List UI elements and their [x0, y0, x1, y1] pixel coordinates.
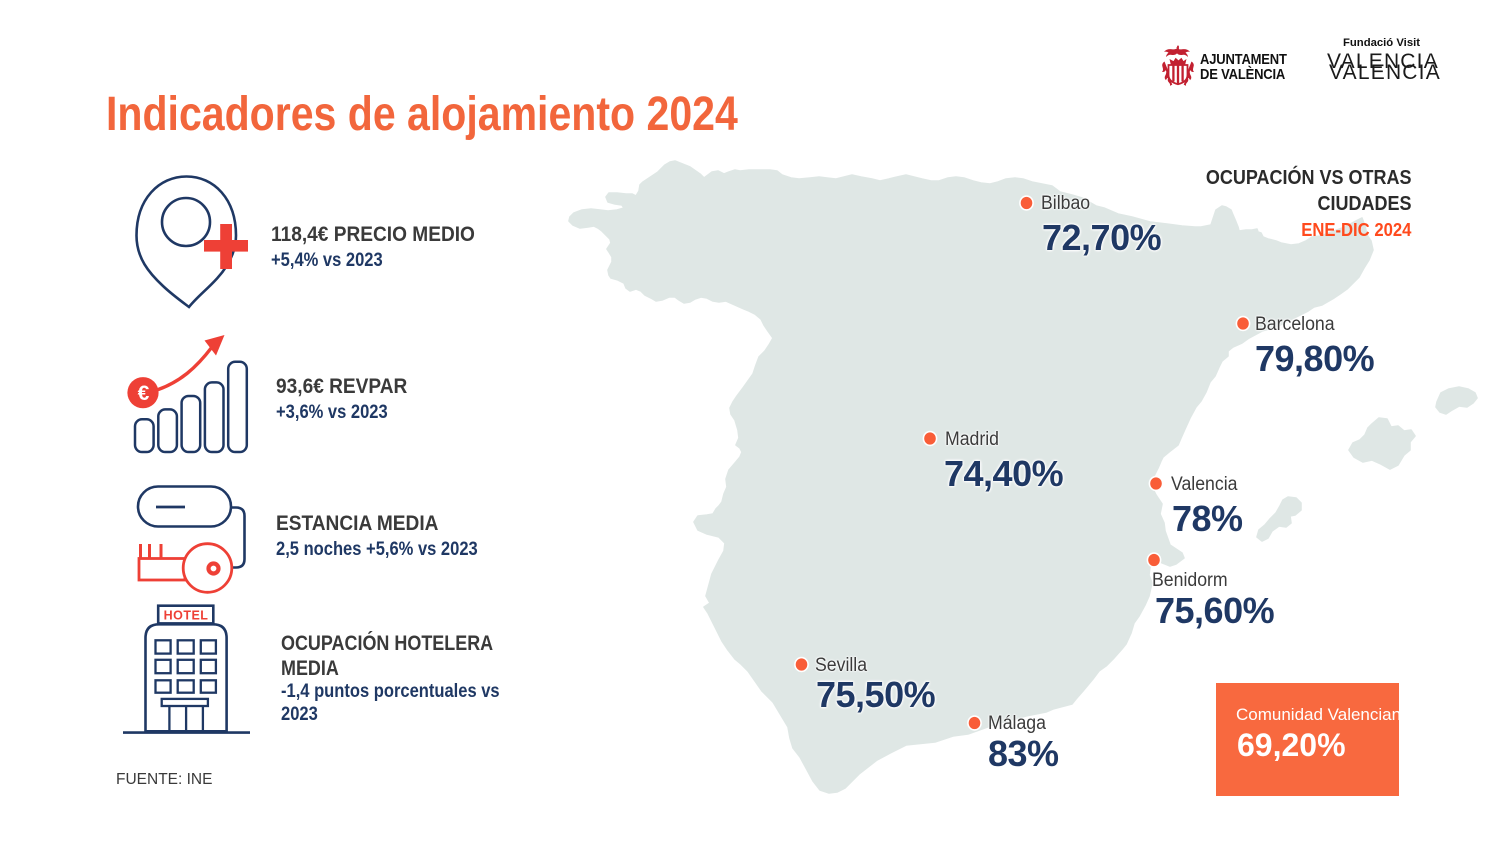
svg-text:€: €	[138, 382, 150, 405]
svg-text:HOTEL: HOTEL	[164, 609, 209, 623]
